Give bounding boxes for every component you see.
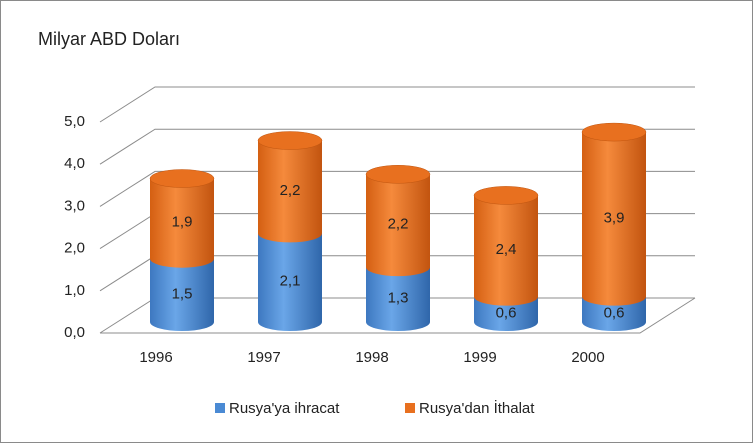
floor [100, 297, 696, 334]
cylinder-cap [365, 165, 431, 184]
x-tick-label: 1998 [355, 349, 388, 366]
value-label: 1,5 [172, 285, 193, 302]
y-tick-label: 3,0 [64, 197, 85, 214]
value-label: 0,6 [604, 304, 625, 321]
cylinder-segment [150, 258, 214, 331]
cylinder-segment [582, 296, 646, 331]
y-tick-label: 2,0 [64, 240, 85, 257]
cylinder-segment [366, 267, 430, 331]
grid-line [99, 86, 695, 123]
x-tick-label: 2000 [571, 349, 604, 366]
cylinder-segment [474, 296, 538, 331]
legend-swatch [215, 403, 225, 413]
cylinder-segment [258, 140, 322, 243]
y-tick-label: 4,0 [64, 155, 85, 172]
legend-label: Rusya'ya ihracat [229, 400, 340, 417]
value-label: 2,4 [496, 241, 517, 258]
y-tick-label: 0,0 [64, 324, 85, 341]
value-label: 2,1 [280, 273, 301, 290]
cylinder-segment [474, 195, 538, 306]
cylinder-segment [366, 174, 430, 277]
x-tick-label: 1996 [139, 349, 172, 366]
value-label: 0,6 [496, 304, 517, 321]
grid-line [99, 170, 695, 207]
x-tick-label: 1997 [247, 349, 280, 366]
cylinder-cap [149, 169, 215, 188]
chart-title: Milyar ABD Doları [38, 29, 180, 49]
value-label: 2,2 [388, 216, 409, 233]
y-tick-label: 1,0 [64, 282, 85, 299]
cylinder-cap [473, 186, 539, 205]
cylinder-segment [150, 178, 214, 268]
value-label: 1,9 [172, 214, 193, 231]
value-label: 2,2 [280, 182, 301, 199]
x-tick-label: 1999 [463, 349, 496, 366]
value-label: 1,3 [388, 290, 409, 307]
cylinder-segment [582, 132, 646, 306]
legend-swatch [405, 403, 415, 413]
cylinder-cap [257, 131, 323, 150]
cylinder-segment [258, 233, 322, 331]
legend-label: Rusya'dan İthalat [419, 399, 535, 417]
cylinder-cap [581, 122, 647, 142]
grid-line [99, 128, 695, 165]
y-tick-label: 5,0 [64, 113, 85, 130]
value-label: 3,9 [604, 209, 625, 226]
